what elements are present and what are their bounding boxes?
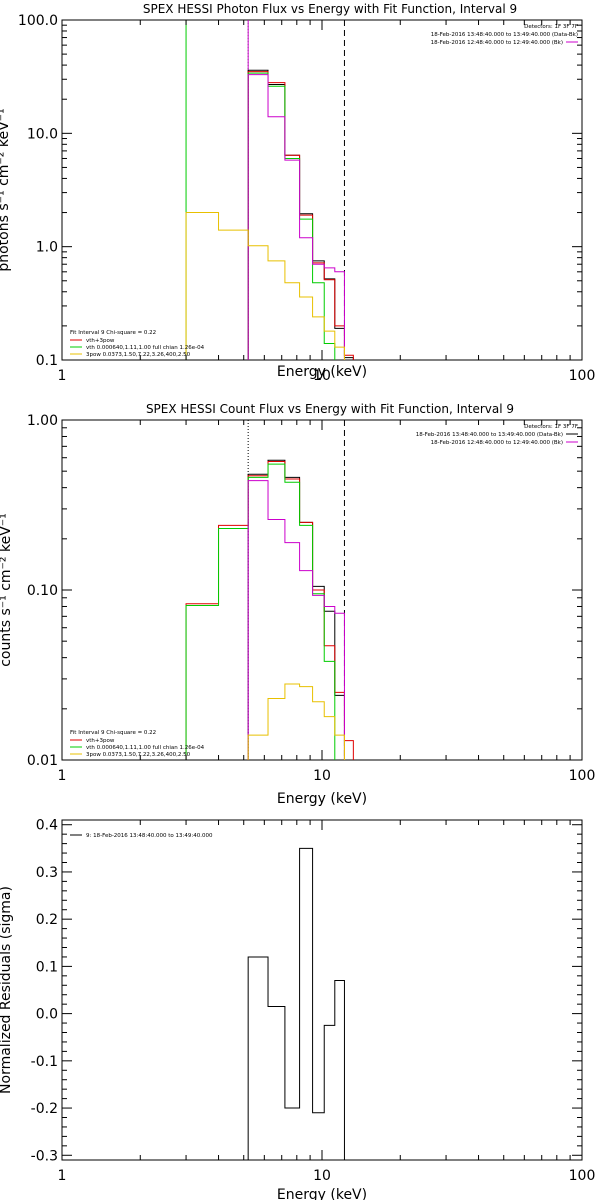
count-flux-ytick-label-1: 0.10	[27, 583, 58, 599]
count-flux-legend-vth: vth 0.000640,1.11,1.00 full chian 1.26e-…	[86, 745, 205, 751]
count-flux-title: SPEX HESSI Count Flux vs Energy with Fit…	[146, 402, 514, 416]
residuals-ytick-label-7: 0.4	[36, 818, 58, 834]
residuals-ylabel: Normalized Residuals (sigma)	[0, 886, 14, 1094]
photon-flux-header: Detectors: 1F 3F 7F 18-Feb-2016 13:48:40…	[431, 24, 578, 46]
count-flux-ylabel: counts s⁻¹ cm⁻² keV⁻¹	[0, 513, 14, 667]
count-flux-series-3	[247, 480, 345, 760]
residuals-ytick-label-0: -0.3	[31, 1148, 58, 1164]
photon-flux-plot-frame	[61, 19, 583, 361]
count-flux-header: Detectors: 1F 3F 7F 18-Feb-2016 13:48:40…	[416, 424, 578, 446]
residuals-ticks: 1 10 100 -0.3 -0.2 -0.1 0.0 0.1 0.2 0.3 0.4	[31, 818, 596, 1184]
residuals-series	[247, 847, 345, 1160]
photon-flux-panel: SPEX HESSI Photon Flux vs Energy with Fi…	[0, 2, 595, 384]
count-flux-series-2	[185, 463, 336, 760]
photon-flux-ylabel: photons s⁻¹ cm⁻² keV⁻¹	[0, 108, 12, 271]
count-flux-ytick-label-0: 0.01	[27, 753, 58, 769]
residuals-legend: 9: 18-Feb-2016 13:48:40.000 to 13:49:40.…	[70, 833, 213, 839]
photon-flux-series-1	[247, 71, 354, 360]
residuals-xtick-label-2: 100	[569, 1168, 596, 1184]
count-flux-data-interval-line: 18-Feb-2016 13:48:40.000 to 13:49:40.000…	[416, 432, 563, 438]
photon-flux-background-line: 18-Feb-2016 12:48:40.000 to 12:49:40.000…	[431, 40, 563, 46]
residuals-xlabel: Energy (keV)	[277, 1187, 367, 1200]
count-flux-vlines	[247, 420, 345, 760]
count-flux-legend-vth3pow: vth+3pow	[86, 738, 115, 744]
photon-flux-legend-vth: vth 0.000640,1.11,1.00 full chian 1.26e-…	[86, 345, 205, 351]
residuals-ytick-label-3: 0.0	[36, 1007, 58, 1023]
count-flux-panel: SPEX HESSI Count Flux vs Energy with Fit…	[0, 402, 595, 807]
residuals-xtick-label-0: 1	[58, 1168, 67, 1184]
photon-flux-series-3	[247, 74, 345, 360]
residuals-series-0	[247, 847, 345, 1160]
photon-flux-title: SPEX HESSI Photon Flux vs Energy with Fi…	[143, 2, 517, 16]
photon-flux-xtick-label-1: 10	[313, 368, 331, 384]
count-flux-fit-label: Fit Interval 9 Chi-square = 0.22	[70, 730, 156, 736]
count-flux-series	[185, 459, 354, 760]
photon-flux-legend-vth3pow: vth+3pow	[86, 338, 115, 344]
photon-flux-detectors-line: Detectors: 1F 3F 7F	[524, 24, 578, 30]
residuals-legend-label: 9: 18-Feb-2016 13:48:40.000 to 13:49:40.…	[86, 833, 213, 839]
count-flux-series-4	[247, 683, 345, 760]
photon-flux-legend-3pow: 3pow 0.0373,1.50,7.22,3.26,400,2.50	[86, 352, 191, 358]
photon-flux-series-4	[185, 212, 345, 360]
photon-flux-fit-label: Fit Interval 9 Chi-square = 0.22	[70, 330, 156, 336]
photon-flux-xtick-label-0: 1	[58, 368, 67, 384]
photon-flux-ytick-label-3: 100.0	[18, 13, 58, 29]
residuals-ytick-label-1: -0.2	[31, 1101, 58, 1117]
residuals-plot-frame	[61, 819, 583, 1161]
photon-flux-data-interval-line: 18-Feb-2016 13:48:40.000 to 13:49:40.000…	[431, 32, 578, 38]
count-flux-background-line: 18-Feb-2016 12:48:40.000 to 12:49:40.000…	[431, 440, 563, 446]
residuals-ytick-label-6: 0.3	[36, 865, 58, 881]
photon-flux-ytick-label-2: 10.0	[27, 126, 58, 142]
photon-flux-legend: Fit Interval 9 Chi-square = 0.22 vth+3po…	[70, 330, 205, 358]
residuals-panel: 1 10 100 -0.3 -0.2 -0.1 0.0 0.1 0.2 0.3 0.4 9: 18-…	[0, 818, 595, 1200]
residuals-xtick-label-1: 10	[313, 1168, 331, 1184]
photon-flux-vlines	[185, 20, 345, 360]
count-flux-ticks: 1 10 100 0.01 0.10 1.00	[27, 413, 596, 784]
residuals-ytick-label-5: 0.2	[36, 912, 58, 928]
count-flux-xtick-label-0: 1	[58, 768, 67, 784]
photon-flux-xtick-label-2: 100	[569, 368, 596, 384]
count-flux-xtick-label-1: 10	[313, 768, 331, 784]
photon-flux-ticks: 1 10 100 0.1 1.0 10.0 100.0	[18, 13, 595, 384]
photon-flux-xlabel: Energy (keV)	[277, 364, 367, 380]
photon-flux-ytick-label-0: 0.1	[36, 353, 58, 369]
photon-flux-ytick-label-1: 1.0	[36, 240, 58, 256]
residuals-ytick-label-2: -0.1	[31, 1054, 58, 1070]
count-flux-ytick-label-2: 1.00	[27, 413, 58, 429]
photon-flux-series	[185, 69, 354, 360]
count-flux-series-0	[247, 459, 345, 760]
count-flux-xtick-label-2: 100	[569, 768, 596, 784]
count-flux-legend-3pow: 3pow 0.0373,1.50,7.22,3.26,400,2.50	[86, 752, 191, 758]
residuals-ytick-label-4: 0.1	[36, 959, 58, 975]
count-flux-legend: Fit Interval 9 Chi-square = 0.22 vth+3po…	[70, 730, 205, 758]
count-flux-xlabel: Energy (keV)	[277, 791, 367, 807]
count-flux-detectors-line: Detectors: 1F 3F 7F	[524, 424, 578, 430]
